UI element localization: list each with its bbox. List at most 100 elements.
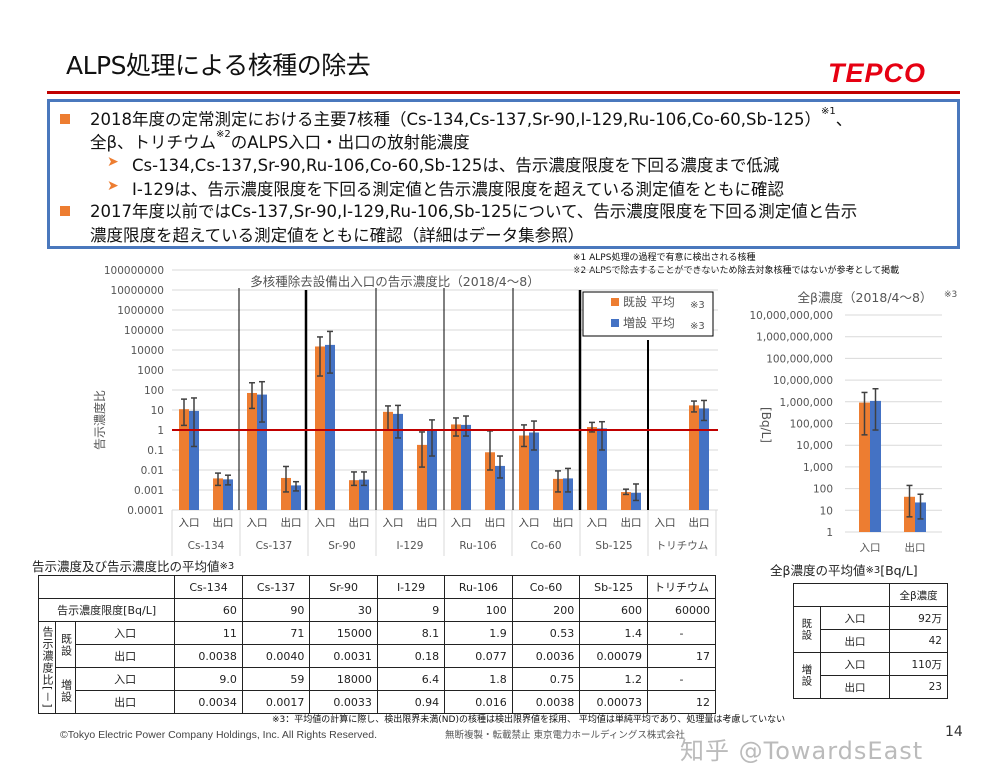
chart-title: 全β濃度（2018/4～8） — [798, 290, 933, 305]
y-tick-label: 100 — [144, 385, 164, 397]
bar-existing — [689, 405, 699, 510]
value-cell: 0.0017 — [241, 690, 311, 714]
y-tick-label: 1 — [157, 425, 164, 437]
summary-bullet-1: 2018年度の定常測定における主要7核種（Cs-134,Cs-137,Sr-90… — [90, 106, 852, 130]
bar-existing — [281, 477, 291, 510]
y-tick-label: 10000 — [131, 345, 164, 357]
y-tick-label: 100000 — [124, 325, 164, 337]
x-group-label: トリチウム — [656, 540, 709, 552]
existing-label: 既設 — [793, 606, 821, 653]
summary-sub-1: Cs-134,Cs-137,Sr-90,Ru-106,Co-60,Sb-125は… — [132, 156, 780, 175]
footnote-3: ※3：平均値の計算に際し、検出限界未満(ND)の核種は検出限界値を採用、 平均値… — [272, 715, 786, 725]
bar-existing — [519, 435, 529, 510]
bar-expanded — [393, 413, 403, 510]
x-subcategory-label: 出口 — [417, 516, 438, 529]
caption-text: 全β濃度の平均値 — [770, 563, 866, 578]
bar-existing — [315, 346, 325, 510]
value-cell: 9.0 — [174, 667, 243, 691]
value-cell: 0.0038 — [174, 644, 243, 668]
y-tick-label: 1,000,000 — [780, 397, 833, 409]
page-number: 14 — [945, 724, 963, 740]
bar-existing — [247, 392, 257, 510]
footnote-2: ※2 ALPSで除去することができないため除去対象核種ではないが参考として掲載 — [573, 266, 900, 276]
value-cell: 0.18 — [376, 644, 446, 668]
value-cell: 59 — [241, 667, 311, 691]
summary-bullet-2: 2017年度以前ではCs-137,Sr-90,I-129,Ru-106,Sb-1… — [90, 202, 858, 221]
reproduction-notice: 無断複製・転載禁止 東京電力ホールディングス株式会社 — [445, 730, 685, 741]
x-subcategory-label: 出口 — [349, 516, 370, 529]
legend-swatch — [611, 298, 619, 306]
bar-expanded — [461, 424, 471, 510]
bar-expanded — [427, 430, 437, 510]
bar-existing — [553, 478, 563, 510]
bar-expanded — [325, 344, 335, 510]
bar-expanded — [495, 465, 505, 510]
value-cell: 0.077 — [444, 644, 513, 668]
value-cell: 60 — [174, 598, 243, 622]
inlet-label: 入口 — [74, 667, 176, 691]
y-tick-label: 1 — [826, 527, 833, 539]
x-group-label: Cs-134 — [188, 540, 225, 552]
page-title: ALPS処理による核種の除去 — [66, 51, 371, 80]
bar-expanded — [699, 408, 709, 510]
empty-header-cell — [792, 583, 891, 607]
x-group-label: Sb-125 — [595, 540, 632, 552]
x-subcategory-label: 入口 — [587, 517, 608, 529]
value-cell: 0.016 — [444, 690, 513, 714]
caption-unit: [Bq/L] — [880, 563, 918, 578]
outlet-label: 出口 — [74, 644, 176, 668]
bar-existing — [621, 492, 631, 510]
value-cell: - — [646, 621, 717, 645]
y-tick-label: 1,000,000,000 — [756, 332, 833, 344]
outlet-label: 出口 — [819, 675, 891, 699]
x-subcategory-label: 入口 — [383, 517, 404, 529]
x-subcategory-label: 入口 — [519, 517, 540, 529]
value-cell: 71 — [241, 621, 311, 645]
summary-text: 2018年度の定常測定における主要7核種（Cs-134,Cs-137,Sr-90… — [90, 110, 821, 129]
bar-existing — [383, 411, 393, 510]
value-cell: 42 — [889, 629, 948, 653]
x-group-label: Co-60 — [530, 540, 561, 552]
table-row-expanded-in: 増設 入口 9.0 59 18000 6.4 1.8 0.75 1.2- — [39, 667, 717, 714]
outlet-label: 出口 — [819, 629, 891, 653]
y-tick-label: 10,000,000 — [773, 375, 833, 387]
x-group-label: Cs-137 — [256, 540, 293, 552]
footnote-ref: ※3 — [219, 561, 235, 572]
value-cell: 9 — [376, 598, 446, 622]
bar-expanded — [870, 400, 881, 532]
x-subcategory-label: 入口 — [179, 517, 200, 529]
value-cell: 0.0038 — [511, 690, 581, 714]
x-subcategory-label: 出口 — [621, 516, 642, 529]
footnote-1: ※1 ALPS処理の過程で有意に検出される核種 — [573, 253, 756, 263]
value-cell: 110万 — [889, 652, 948, 676]
value-cell: 18000 — [309, 667, 378, 691]
table-main-caption: 告示濃度及び告示濃度比の平均値※3 — [32, 559, 234, 574]
value-cell: 0.0031 — [309, 644, 378, 668]
value-cell: 0.00079 — [579, 644, 648, 668]
expanded-label: 増設 — [55, 667, 76, 714]
table-beta-caption: 全β濃度の平均値※3[Bq/L] — [770, 563, 918, 578]
bar-expanded — [189, 410, 199, 510]
y-tick-label: 10,000,000,000 — [750, 310, 834, 322]
y-tick-label: 10 — [820, 505, 833, 517]
ratio-table: Cs-134 Cs-137 Sr-90 I-129 Ru-106 Co-60 Sb-125 ト… — [37, 575, 717, 714]
x-subcategory-label: 入口 — [451, 517, 472, 529]
col-header: Cs-137 — [241, 575, 311, 599]
chart-title: 多核種除去設備出入口の告示濃度比（2018/4～8） — [250, 274, 539, 289]
col-header: Cs-134 — [174, 575, 243, 599]
inlet-label: 入口 — [819, 606, 891, 630]
bar-expanded — [223, 479, 233, 510]
row-header: 告示濃度限度[Bq/L] — [37, 598, 176, 622]
value-cell: 600 — [579, 598, 648, 622]
arrow-bullet-icon: ➤ — [107, 178, 119, 194]
x-subcategory-label: 出口 — [553, 516, 574, 529]
col-header: 全β濃度 — [889, 583, 948, 607]
value-cell: 0.0033 — [309, 690, 378, 714]
y-tick-label: 0.01 — [141, 465, 164, 477]
summary-text: 全β、トリチウム — [90, 133, 217, 152]
bar-expanded — [291, 485, 301, 510]
value-cell: 6.4 — [376, 667, 446, 691]
y-tick-label: 0.0001 — [127, 505, 164, 517]
value-cell: 1.2 — [579, 667, 648, 691]
bar-existing — [213, 478, 223, 510]
